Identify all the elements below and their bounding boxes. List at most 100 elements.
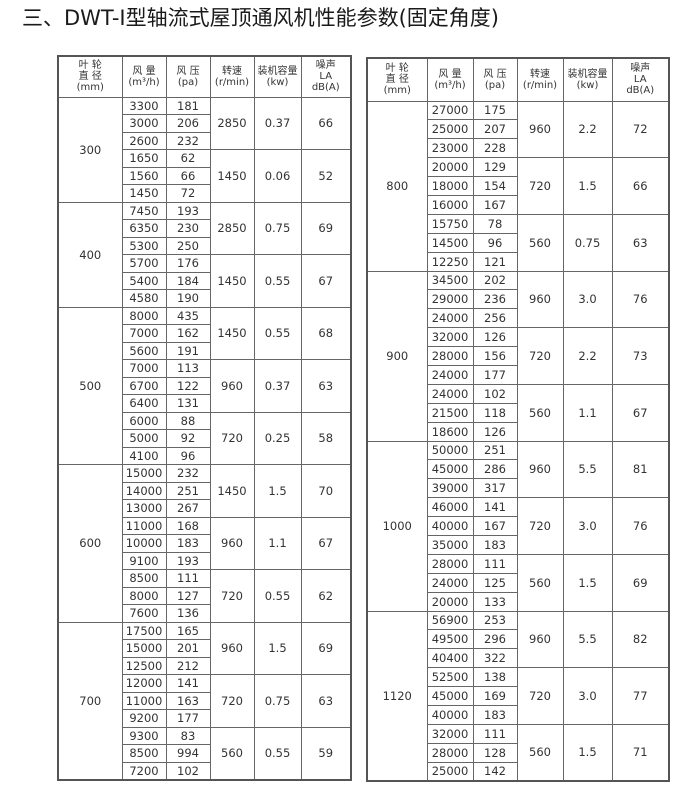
airflow-cell: 28000 bbox=[426, 742, 474, 763]
speed-cell: 720 bbox=[209, 569, 255, 623]
noise-cell: 69 bbox=[300, 201, 352, 255]
pressure-cell: 72 bbox=[165, 184, 211, 203]
airflow-cell: 40000 bbox=[426, 516, 474, 536]
pressure-cell: 232 bbox=[165, 131, 211, 150]
power-cell: 0.06 bbox=[253, 149, 302, 203]
airflow-cell: 52500 bbox=[426, 667, 474, 688]
power-cell: 3.0 bbox=[562, 270, 613, 329]
table-row: 4100 96 bbox=[58, 446, 351, 465]
airflow-cell: 6350 bbox=[121, 219, 167, 238]
airflow-cell: 6400 bbox=[121, 394, 167, 413]
header-row: 叶 轮 直 径 (mm) 风 量 (m³/h) 风 压 (pa) 转速 (r/min)… bbox=[366, 57, 670, 102]
power-cell: 0.55 bbox=[253, 306, 302, 360]
noise-cell: 63 bbox=[300, 674, 352, 728]
table-row: 11000 163 bbox=[58, 691, 351, 710]
power-cell: 1.5 bbox=[253, 621, 302, 675]
power-cell: 0.55 bbox=[253, 726, 302, 780]
diameter-cell: 1000 bbox=[366, 440, 428, 612]
header-airflow: 风 量 (m³/h) bbox=[121, 55, 167, 98]
table-row: 5300 250 bbox=[58, 236, 351, 255]
pressure-cell: 113 bbox=[165, 359, 211, 378]
pressure-cell: 102 bbox=[165, 761, 211, 780]
airflow-cell: 1560 bbox=[121, 166, 167, 185]
pressure-cell: 236 bbox=[472, 289, 518, 310]
airflow-cell: 34500 bbox=[426, 270, 474, 291]
speed-cell: 2850 bbox=[209, 96, 255, 150]
pressure-cell: 126 bbox=[472, 327, 518, 348]
pressure-cell: 96 bbox=[165, 446, 211, 465]
airflow-cell: 46000 bbox=[426, 497, 474, 518]
speed-cell: 960 bbox=[516, 610, 564, 669]
pressure-cell: 183 bbox=[165, 534, 211, 553]
airflow-cell: 6000 bbox=[121, 411, 167, 430]
noise-cell: 62 bbox=[300, 569, 352, 623]
pressure-cell: 169 bbox=[472, 686, 518, 706]
table-row: 20000 129 720 1.5 66 bbox=[367, 157, 670, 215]
airflow-cell: 28000 bbox=[426, 346, 474, 366]
table-row: 52500 138 720 3.0 77 bbox=[367, 667, 670, 725]
pressure-cell: 133 bbox=[472, 591, 518, 612]
speed-cell: 960 bbox=[209, 516, 255, 570]
header-noise: 噪声 LA dB(A) bbox=[611, 57, 670, 102]
table-row: 300 3300 181 2850 0.37 66 bbox=[57, 96, 352, 203]
airflow-cell: 17500 bbox=[121, 621, 167, 640]
pressure-cell: 66 bbox=[165, 166, 211, 185]
noise-cell: 68 bbox=[300, 306, 352, 360]
table-row: 7000 162 bbox=[58, 324, 351, 343]
airflow-cell: 8500 bbox=[121, 744, 167, 763]
pressure-cell: 207 bbox=[472, 119, 518, 140]
airflow-cell: 8000 bbox=[121, 586, 167, 605]
pressure-cell: 251 bbox=[165, 481, 211, 500]
table-row: 5000 92 bbox=[58, 429, 351, 448]
airflow-cell: 24000 bbox=[426, 308, 474, 329]
noise-cell: 71 bbox=[611, 723, 670, 782]
page-title: 三、DWT-I型轴流式屋顶通风机性能参数(固定角度) bbox=[22, 6, 499, 30]
pressure-cell: 202 bbox=[472, 270, 518, 291]
airflow-cell: 32000 bbox=[426, 723, 474, 744]
pressure-cell: 435 bbox=[165, 306, 211, 325]
table-row: 25000 142 bbox=[367, 761, 669, 782]
airflow-cell: 7000 bbox=[121, 359, 167, 378]
airflow-cell: 45000 bbox=[426, 459, 474, 480]
pressure-cell: 232 bbox=[165, 464, 211, 483]
table-row: 24000 102 560 1.1 67 bbox=[367, 383, 670, 442]
power-cell: 0.55 bbox=[253, 254, 302, 308]
table-row: 12000 141 720 0.75 63 bbox=[58, 674, 352, 728]
pressure-cell: 228 bbox=[472, 138, 518, 159]
airflow-cell: 45000 bbox=[426, 686, 474, 706]
airflow-cell: 50000 bbox=[426, 440, 474, 461]
pressure-cell: 163 bbox=[165, 691, 211, 710]
airflow-cell: 14500 bbox=[426, 232, 474, 253]
airflow-cell: 49500 bbox=[426, 629, 474, 650]
pressure-cell: 96 bbox=[472, 232, 518, 253]
airflow-cell: 9100 bbox=[121, 551, 167, 570]
table-row: 9200 177 bbox=[58, 709, 351, 728]
noise-cell: 67 bbox=[300, 254, 352, 308]
pressure-cell: 201 bbox=[165, 639, 211, 658]
diameter-cell: 300 bbox=[57, 96, 123, 203]
table-row: 6000 88 720 0.25 58 bbox=[58, 411, 352, 465]
table-row: 23000 228 bbox=[367, 138, 669, 159]
speed-cell: 960 bbox=[209, 359, 255, 413]
pressure-cell: 111 bbox=[472, 723, 518, 744]
noise-cell: 77 bbox=[611, 667, 670, 725]
noise-cell: 73 bbox=[611, 327, 670, 385]
table-row: 6700 122 bbox=[58, 376, 351, 395]
noise-cell: 66 bbox=[611, 157, 670, 215]
airflow-cell: 24000 bbox=[426, 364, 474, 385]
pressure-cell: 127 bbox=[165, 586, 211, 605]
speed-cell: 1450 bbox=[209, 149, 255, 203]
pressure-cell: 131 bbox=[165, 394, 211, 413]
airflow-cell: 3300 bbox=[121, 96, 167, 115]
airflow-cell: 5600 bbox=[121, 341, 167, 360]
airflow-cell: 5700 bbox=[121, 254, 167, 273]
airflow-cell: 40400 bbox=[426, 648, 474, 669]
airflow-cell: 9200 bbox=[121, 709, 167, 728]
table-row: 18000 154 bbox=[367, 176, 669, 196]
speed-cell: 1450 bbox=[209, 254, 255, 308]
table-row: 24000 256 bbox=[367, 308, 669, 329]
pressure-cell: 168 bbox=[165, 516, 211, 535]
airflow-cell: 15000 bbox=[121, 464, 167, 483]
pressure-cell: 181 bbox=[165, 96, 211, 115]
pressure-cell: 125 bbox=[472, 572, 518, 593]
